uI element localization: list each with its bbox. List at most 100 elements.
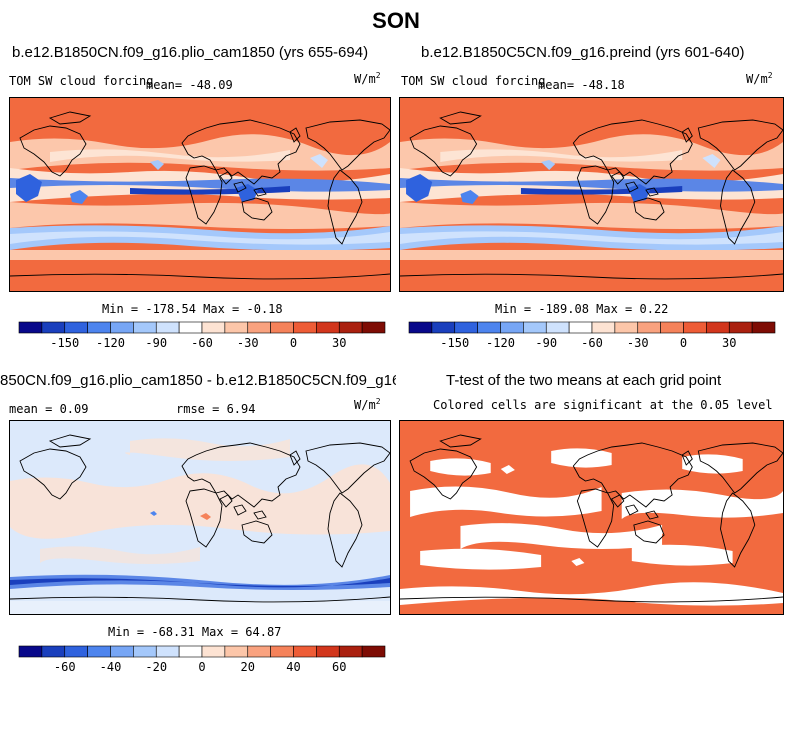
variable-label-top-right: TOM SW cloud forcing: [401, 74, 546, 88]
colorbar-svg-top-right: -150 -120 -90 -60 -30 0 30: [408, 321, 776, 350]
units-top-left: W/m2: [354, 71, 381, 86]
diff-map: [10, 421, 390, 614]
colorbar-top-right-swatch: [568, 321, 593, 334]
colorbar-top-right-swatch: [591, 321, 616, 334]
minmax-bottom-left: Min = -68.31 Max = 64.87: [108, 625, 282, 639]
minmax-top-right: Min = -189.08 Max = 0.22: [495, 302, 669, 316]
colorbar-bottom-left-swatch: [110, 645, 134, 658]
rmse-label-bottom-left: rmse = 6.94: [176, 402, 256, 416]
colorbar-top-left-tick-label: -120: [96, 336, 125, 350]
colorbar-bottom-left-tick-label: -20: [145, 660, 167, 674]
colorbar-bottom-left-swatch: [224, 645, 249, 658]
colorbar-top-left-swatch: [361, 321, 386, 334]
units-top-right: W/m2: [746, 71, 773, 86]
colorbar-top-left-swatch: [64, 321, 88, 334]
colorbar-bottom-left-swatch: [316, 645, 340, 658]
colorbar-top-right-tick-label: -150: [440, 336, 469, 350]
colorbar-top-right-tick-label: 0: [680, 336, 687, 350]
colorbar-bottom-left-swatch: [178, 645, 203, 658]
colorbar-bottom-left-swatch: [133, 645, 157, 658]
colorbar-top-right-swatch: [408, 321, 433, 334]
colorbar-top-right-tick-label: -30: [627, 336, 649, 350]
colorbar-bottom-left-tick-label: 60: [332, 660, 346, 674]
panel-subtitle-bottom-right: Colored cells are significant at the 0.0…: [433, 398, 773, 412]
colorbar-top-right-swatch: [431, 321, 456, 334]
colorbar-top-right-swatch: [637, 321, 661, 334]
colorbar-bottom-left-swatch: [247, 645, 271, 658]
colorbar-top-right-swatch: [477, 321, 501, 334]
colorbar-top-right-swatch: [751, 321, 776, 334]
colorbar-svg-bottom-left: -60 -40 -20 0 20 40 60: [18, 645, 386, 674]
colorbar-top-left-swatch: [201, 321, 226, 334]
mean-label-top-right: mean= -48.18: [538, 78, 625, 92]
colorbar-bottom-left-swatch: [361, 645, 386, 658]
colorbar-top-right-swatch: [683, 321, 707, 334]
mean-label-top-left: mean= -48.09: [146, 78, 233, 92]
colorbar-bottom-left-swatch: [201, 645, 226, 658]
colorbar-bottom-left-swatch: [293, 645, 317, 658]
colorbar-top-right-swatch: [523, 321, 547, 334]
colorbar-top-left-swatch: [133, 321, 157, 334]
colorbar-top-left-swatch: [316, 321, 340, 334]
minmax-top-left: Min = -178.54 Max = -0.18: [102, 302, 283, 316]
colorbar-bottom-left-tick-label: 20: [241, 660, 255, 674]
units-bottom-left: W/m2: [354, 397, 381, 412]
colorbar-top-left: -150 -120 -90 -60 -30 0 30: [18, 321, 386, 358]
colorbar-top-left-swatch: [178, 321, 203, 334]
map-top-left: [9, 97, 391, 292]
colorbar-top-left-tick-label: -150: [50, 336, 79, 350]
colorbar-top-right-swatch: [454, 321, 478, 334]
panel-title-bottom-right: T-test of the two means at each grid poi…: [446, 372, 722, 389]
colorbar-top-left-swatch: [270, 321, 294, 334]
colorbar-top-right-swatch: [706, 321, 730, 334]
colorbar-bottom-left: -60 -40 -20 0 20 40 60: [18, 645, 386, 682]
colorbar-top-left-swatch: [41, 321, 66, 334]
colorbar-top-left-swatch: [18, 321, 43, 334]
field-map-top-left: [10, 98, 390, 291]
map-top-right: [399, 97, 784, 292]
colorbar-bottom-left-swatch: [338, 645, 363, 658]
mean-label-bottom-left: mean = 0.09: [9, 402, 89, 416]
colorbar-bottom-left-swatch: [270, 645, 294, 658]
field-map-top-right: [400, 98, 783, 291]
colorbar-top-left-swatch: [110, 321, 134, 334]
colorbar-bottom-left-tick-label: 40: [286, 660, 300, 674]
colorbar-top-left-swatch: [87, 321, 111, 334]
colorbar-top-left-tick-label: -30: [237, 336, 259, 350]
colorbar-top-right-swatch: [660, 321, 684, 334]
map-bottom-left: [9, 420, 391, 615]
colorbar-bottom-left-swatch: [18, 645, 43, 658]
colorbar-top-left-tick-label: -60: [191, 336, 213, 350]
colorbar-top-right-tick-label: 30: [722, 336, 736, 350]
colorbar-top-right-tick-label: -120: [486, 336, 515, 350]
map-bottom-right: [399, 420, 784, 615]
colorbar-bottom-left-swatch: [64, 645, 88, 658]
colorbar-top-right: -150 -120 -90 -60 -30 0 30: [408, 321, 776, 358]
colorbar-top-left-tick-label: -90: [145, 336, 167, 350]
colorbar-bottom-left-tick-label: -60: [54, 660, 76, 674]
colorbar-top-right-swatch: [614, 321, 639, 334]
colorbar-top-left-swatch: [293, 321, 317, 334]
panel-title-top-left: b.e12.B1850CN.f09_g16.plio_cam1850 (yrs …: [12, 44, 369, 61]
colorbar-bottom-left-swatch: [41, 645, 66, 658]
colorbar-top-left-tick-label: 0: [290, 336, 297, 350]
colorbar-top-left-swatch: [338, 321, 363, 334]
colorbar-top-right-tick-label: -90: [535, 336, 557, 350]
colorbar-top-right-swatch: [500, 321, 524, 334]
colorbar-bottom-left-tick-label: -40: [100, 660, 122, 674]
variable-label-top-left: TOM SW cloud forcing: [9, 74, 154, 88]
panel-title-clip-bottom-left: b.e12.B1850CN.f09_g16.plio_cam1850 - b.e…: [0, 370, 396, 392]
colorbar-svg-top-left: -150 -120 -90 -60 -30 0 30: [18, 321, 386, 350]
colorbar-bottom-left-tick-label: 0: [198, 660, 205, 674]
colorbar-top-right-tick-label: -60: [581, 336, 603, 350]
colorbar-top-left-tick-label: 30: [332, 336, 346, 350]
panel-title-top-right: b.e12.B1850C5CN.f09_g16.preind (yrs 601-…: [421, 44, 745, 61]
colorbar-top-left-swatch: [224, 321, 249, 334]
panel-title-bottom-left: b.e12.B1850CN.f09_g16.plio_cam1850 - b.e…: [0, 372, 396, 389]
colorbar-top-right-swatch: [728, 321, 753, 334]
ttest-map: [400, 421, 783, 614]
colorbar-bottom-left-swatch: [155, 645, 180, 658]
main-title: SON: [372, 8, 420, 33]
colorbar-top-left-swatch: [155, 321, 180, 334]
colorbar-bottom-left-swatch: [87, 645, 111, 658]
